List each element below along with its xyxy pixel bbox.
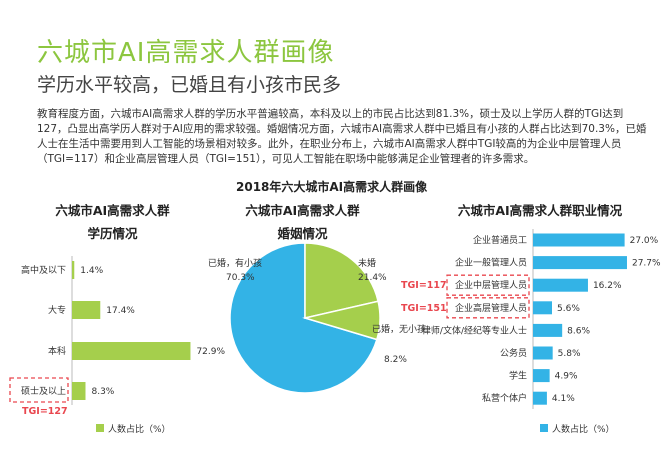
charts-main-title: 2018年六大城市AI高需求人群画像	[236, 180, 428, 194]
job-highlight-box	[446, 297, 530, 319]
edu-value-label: 8.3%	[91, 387, 114, 397]
job-value-label: 27.0%	[630, 236, 659, 246]
edu-value-label: 72.9%	[196, 347, 225, 357]
pie-slice	[302, 300, 381, 341]
job-highlight-box	[446, 274, 530, 296]
pie-value-married-kids: 70.3%	[226, 273, 255, 283]
job-category-label: 学生	[509, 370, 527, 382]
job-legend-swatch	[540, 424, 548, 432]
job-value-label: 5.6%	[557, 304, 580, 314]
job-value-label: 27.7%	[632, 259, 661, 269]
pie-slice	[304, 242, 380, 319]
job-tgi-annotation: TGI=151	[401, 303, 447, 314]
pie-label-married-nokids: 已婚，无小孩	[372, 323, 426, 335]
job-category-label: 公务员	[500, 347, 527, 359]
job-category-label: 企业高层管理人员	[455, 302, 527, 314]
edu-bar	[72, 382, 86, 400]
job-bar	[533, 346, 553, 360]
marriage-chart-subtitle: 婚姻情况	[277, 226, 328, 241]
edu-value-label: 1.4%	[80, 266, 103, 276]
job-category-label: 律师/文体/经纪等专业人士	[422, 324, 527, 336]
job-category-label: 私营个体户	[482, 392, 527, 404]
job-value-label: 4.9%	[555, 372, 578, 382]
job-tgi-annotation: TGI=117	[401, 280, 447, 291]
page-title: 六城市AI高需求人群画像	[37, 38, 335, 68]
edu-bar	[72, 342, 191, 360]
job-bar	[533, 369, 550, 383]
pie-value-unmarried: 21.4%	[358, 273, 387, 283]
page-subtitle: 学历水平较高，已婚且有小孩市民多	[37, 74, 342, 96]
marriage-chart-title: 六城市AI高需求人群	[245, 203, 360, 218]
edu-category-label: 大专	[48, 304, 66, 316]
pie-label-unmarried: 未婚	[358, 257, 376, 269]
job-category-label: 企业中层管理人员	[455, 279, 527, 291]
job-bar	[533, 323, 563, 337]
job-value-label: 4.1%	[552, 394, 575, 404]
pie-value-married-nokids: 8.2%	[384, 355, 407, 365]
edu-highlight-box	[9, 377, 69, 403]
job-value-label: 5.8%	[558, 349, 581, 359]
edu-category-label: 高中及以下	[21, 264, 66, 276]
job-category-label: 企业普通员工	[473, 234, 527, 246]
edu-category-label: 硕士及以上	[21, 385, 66, 397]
job-bar	[533, 233, 625, 247]
edu-bar	[72, 261, 75, 279]
edu-category-label: 本科	[48, 345, 66, 357]
edu-legend-label: 人数占比（%）	[108, 423, 171, 435]
edu-chart-subtitle: 学历情况	[87, 226, 138, 241]
edu-bar	[72, 301, 101, 319]
job-chart-title: 六城市AI高需求人群职业情况	[457, 203, 623, 218]
edu-legend-swatch	[96, 424, 104, 432]
job-bar	[533, 278, 588, 292]
edu-chart-title: 六城市AI高需求人群	[55, 203, 170, 218]
description-paragraph: 教育程度方面，六城市AI高需求人群的学历水平普遍较高，本科及以上的市民占比达到8…	[37, 108, 647, 165]
pie-label-married-kids: 已婚，有小孩	[208, 257, 262, 269]
job-bar	[533, 391, 547, 405]
edu-value-label: 17.4%	[106, 306, 135, 316]
job-legend-label: 人数占比（%）	[552, 423, 615, 435]
edu-tgi-annotation: TGI=127	[22, 406, 68, 417]
job-category-label: 企业一般管理人员	[455, 257, 527, 269]
job-bar	[533, 256, 627, 270]
job-value-label: 8.6%	[567, 326, 590, 336]
job-value-label: 16.2%	[593, 281, 622, 291]
job-bar	[533, 301, 552, 315]
